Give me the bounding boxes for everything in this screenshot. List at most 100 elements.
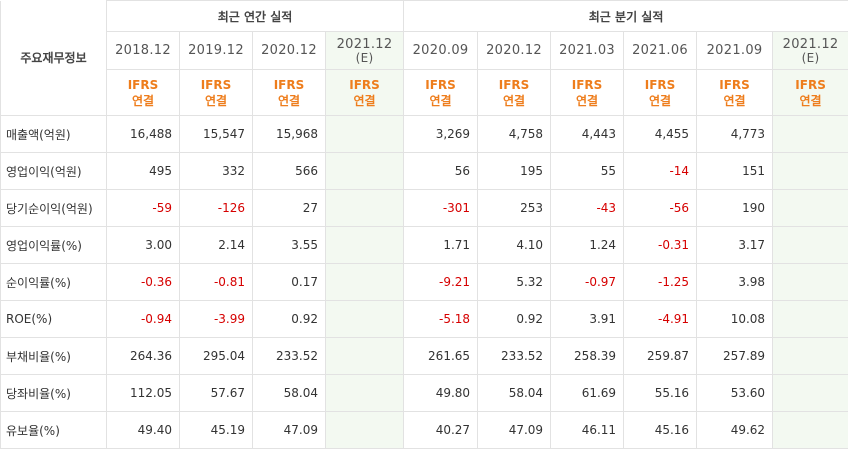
value-cell: 495 xyxy=(107,153,180,190)
value-cell: 5.32 xyxy=(478,264,551,301)
value-cell: -14 xyxy=(624,153,697,190)
value-cell: 3.91 xyxy=(551,301,624,338)
value-cell xyxy=(773,375,848,412)
value-cell: 47.09 xyxy=(253,412,326,449)
ifrs-label: IFRS xyxy=(253,77,325,93)
value-cell xyxy=(773,153,848,190)
consolidated-label: 연결 xyxy=(107,93,179,109)
row-label: 순이익률(%) xyxy=(1,264,107,301)
value-cell xyxy=(773,190,848,227)
value-cell: -56 xyxy=(624,190,697,227)
row-label: 당좌비율(%) xyxy=(1,375,107,412)
row-label: 당기순이익(억원) xyxy=(1,190,107,227)
row-label: 부채비율(%) xyxy=(1,338,107,375)
value-cell: -301 xyxy=(404,190,478,227)
period-label: 2021.12 xyxy=(337,37,393,52)
row-label: ROE(%) xyxy=(1,301,107,338)
value-cell xyxy=(326,264,404,301)
value-cell: 55 xyxy=(551,153,624,190)
value-cell: 56 xyxy=(404,153,478,190)
value-cell: -59 xyxy=(107,190,180,227)
value-cell xyxy=(773,264,848,301)
value-cell: -3.99 xyxy=(180,301,253,338)
value-cell: 45.16 xyxy=(624,412,697,449)
value-cell xyxy=(326,375,404,412)
value-cell xyxy=(326,153,404,190)
value-cell xyxy=(773,412,848,449)
value-cell: 258.39 xyxy=(551,338,624,375)
consolidated-label: 연결 xyxy=(551,93,623,109)
value-cell: 190 xyxy=(697,190,773,227)
period-header-quarterly-0: 2020.09 xyxy=(404,32,478,70)
period-label: 2021.06 xyxy=(632,43,688,58)
value-cell xyxy=(326,301,404,338)
value-cell: 257.89 xyxy=(697,338,773,375)
value-cell: 253 xyxy=(478,190,551,227)
annual-group-title: 최근 연간 실적 xyxy=(107,1,404,32)
value-cell: 1.24 xyxy=(551,227,624,264)
ifrs-label: IFRS xyxy=(551,77,623,93)
value-cell: 55.16 xyxy=(624,375,697,412)
value-cell: -5.18 xyxy=(404,301,478,338)
value-cell: 45.19 xyxy=(180,412,253,449)
value-cell: 58.04 xyxy=(253,375,326,412)
estimate-marker: (E) xyxy=(773,52,848,65)
period-label: 2020.09 xyxy=(413,43,469,58)
period-header-quarterly-3: 2021.06 xyxy=(624,32,697,70)
quarterly-group-title: 최근 분기 실적 xyxy=(404,1,848,32)
period-header-annual-3: 2021.12(E) xyxy=(326,32,404,70)
value-cell xyxy=(773,301,848,338)
ifrs-label: IFRS xyxy=(180,77,252,93)
period-label: 2021.09 xyxy=(707,43,763,58)
ifrs-label: IFRS xyxy=(326,77,403,93)
value-cell: 233.52 xyxy=(478,338,551,375)
row-label: 유보율(%) xyxy=(1,412,107,449)
ifrs-label: IFRS xyxy=(107,77,179,93)
value-cell: 566 xyxy=(253,153,326,190)
value-cell xyxy=(326,412,404,449)
consolidated-label: 연결 xyxy=(404,93,477,109)
value-cell xyxy=(773,227,848,264)
value-cell: 1.71 xyxy=(404,227,478,264)
consolidated-label: 연결 xyxy=(624,93,696,109)
ifrs-label: IFRS xyxy=(404,77,477,93)
row-label-header: 주요재무정보 xyxy=(1,1,107,116)
period-header-quarterly-1: 2020.12 xyxy=(478,32,551,70)
value-cell: 0.92 xyxy=(253,301,326,338)
value-cell: 259.87 xyxy=(624,338,697,375)
value-cell xyxy=(326,190,404,227)
period-header-quarterly-2: 2021.03 xyxy=(551,32,624,70)
value-cell: 4.10 xyxy=(478,227,551,264)
value-cell: 49.62 xyxy=(697,412,773,449)
estimate-marker: (E) xyxy=(326,52,403,65)
value-cell: -9.21 xyxy=(404,264,478,301)
value-cell: 4,758 xyxy=(478,116,551,153)
value-cell: 27 xyxy=(253,190,326,227)
value-cell: 295.04 xyxy=(180,338,253,375)
value-cell xyxy=(326,227,404,264)
value-cell: 46.11 xyxy=(551,412,624,449)
consolidated-label: 연결 xyxy=(773,93,848,109)
value-cell: 61.69 xyxy=(551,375,624,412)
ifrs-label: IFRS xyxy=(478,77,550,93)
value-cell: 58.04 xyxy=(478,375,551,412)
consolidated-label: 연결 xyxy=(180,93,252,109)
value-cell: -43 xyxy=(551,190,624,227)
value-cell: 49.80 xyxy=(404,375,478,412)
value-cell: 0.92 xyxy=(478,301,551,338)
value-cell: 195 xyxy=(478,153,551,190)
period-header-quarterly-5: 2021.12(E) xyxy=(773,32,848,70)
